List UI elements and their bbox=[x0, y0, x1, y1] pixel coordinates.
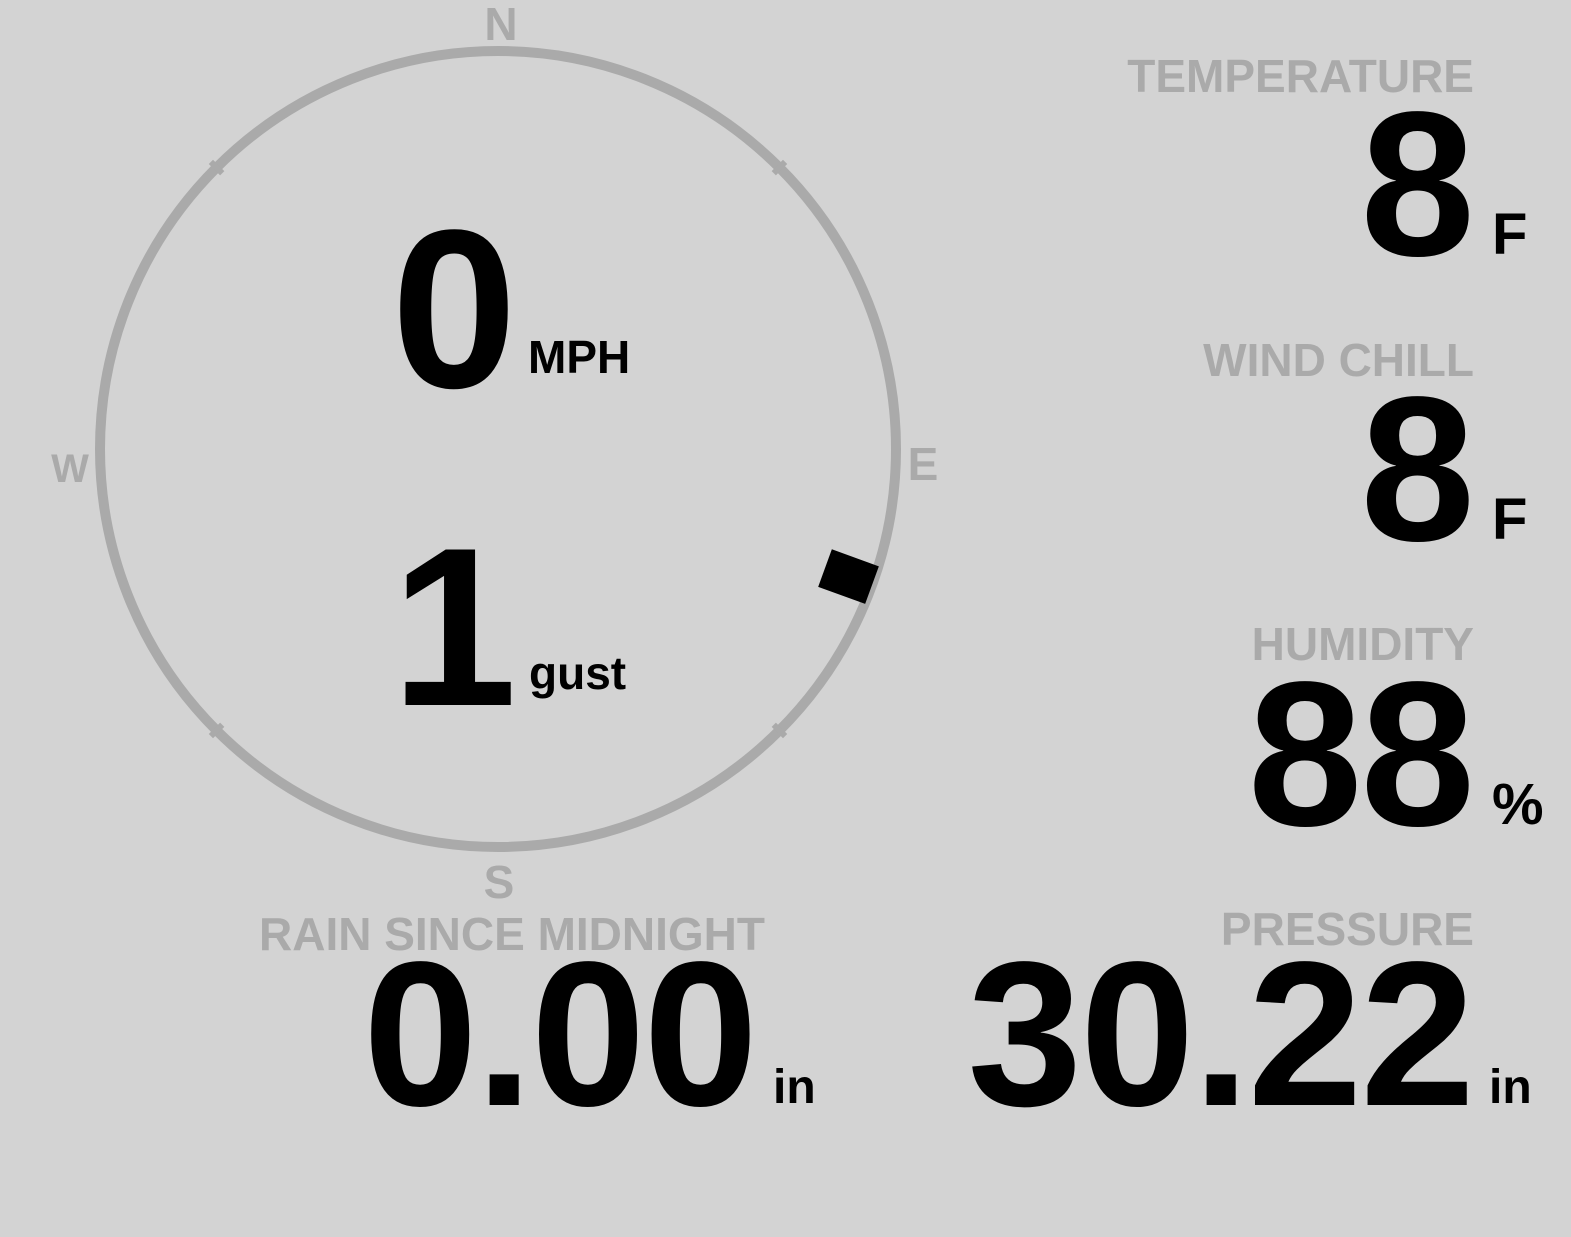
wind-chill-unit: F bbox=[1492, 487, 1528, 552]
rain-value: 0.00 bbox=[363, 919, 758, 1149]
humidity-label: HUMIDITY bbox=[1251, 618, 1474, 670]
wind-direction-indicator bbox=[818, 549, 879, 604]
wind-speed-value: 0 bbox=[391, 182, 517, 435]
wind-chill-label: WIND CHILL bbox=[1203, 334, 1474, 386]
compass-tick bbox=[771, 159, 788, 176]
wind-chill-value: 8 bbox=[1360, 354, 1475, 584]
pressure-label: PRESSURE bbox=[1220, 903, 1474, 955]
compass-tick bbox=[208, 159, 225, 176]
compass-ticks bbox=[208, 159, 788, 739]
cardinal-e: E bbox=[908, 438, 939, 490]
wind-gust-value: 1 bbox=[391, 500, 517, 753]
cardinal-n: N bbox=[484, 0, 517, 50]
humidity-unit: % bbox=[1492, 772, 1544, 837]
temperature-value: 8 bbox=[1360, 69, 1475, 299]
humidity-value: 88 bbox=[1247, 639, 1475, 869]
compass-tick bbox=[771, 722, 788, 739]
compass-tick bbox=[208, 722, 225, 739]
cardinal-s: S bbox=[484, 856, 515, 908]
temperature-unit: F bbox=[1492, 202, 1528, 267]
cardinal-w: W bbox=[51, 447, 89, 491]
rain-label: RAIN SINCE MIDNIGHT bbox=[259, 908, 765, 960]
wind-speed-unit: MPH bbox=[528, 331, 631, 383]
temperature-label: TEMPERATURE bbox=[1127, 50, 1474, 102]
pressure-value: 30.22 bbox=[967, 919, 1475, 1149]
rain-unit: in bbox=[773, 1061, 816, 1114]
wind-gust-unit: gust bbox=[529, 647, 627, 699]
compass-ring bbox=[95, 46, 901, 852]
pressure-unit: in bbox=[1489, 1061, 1532, 1114]
